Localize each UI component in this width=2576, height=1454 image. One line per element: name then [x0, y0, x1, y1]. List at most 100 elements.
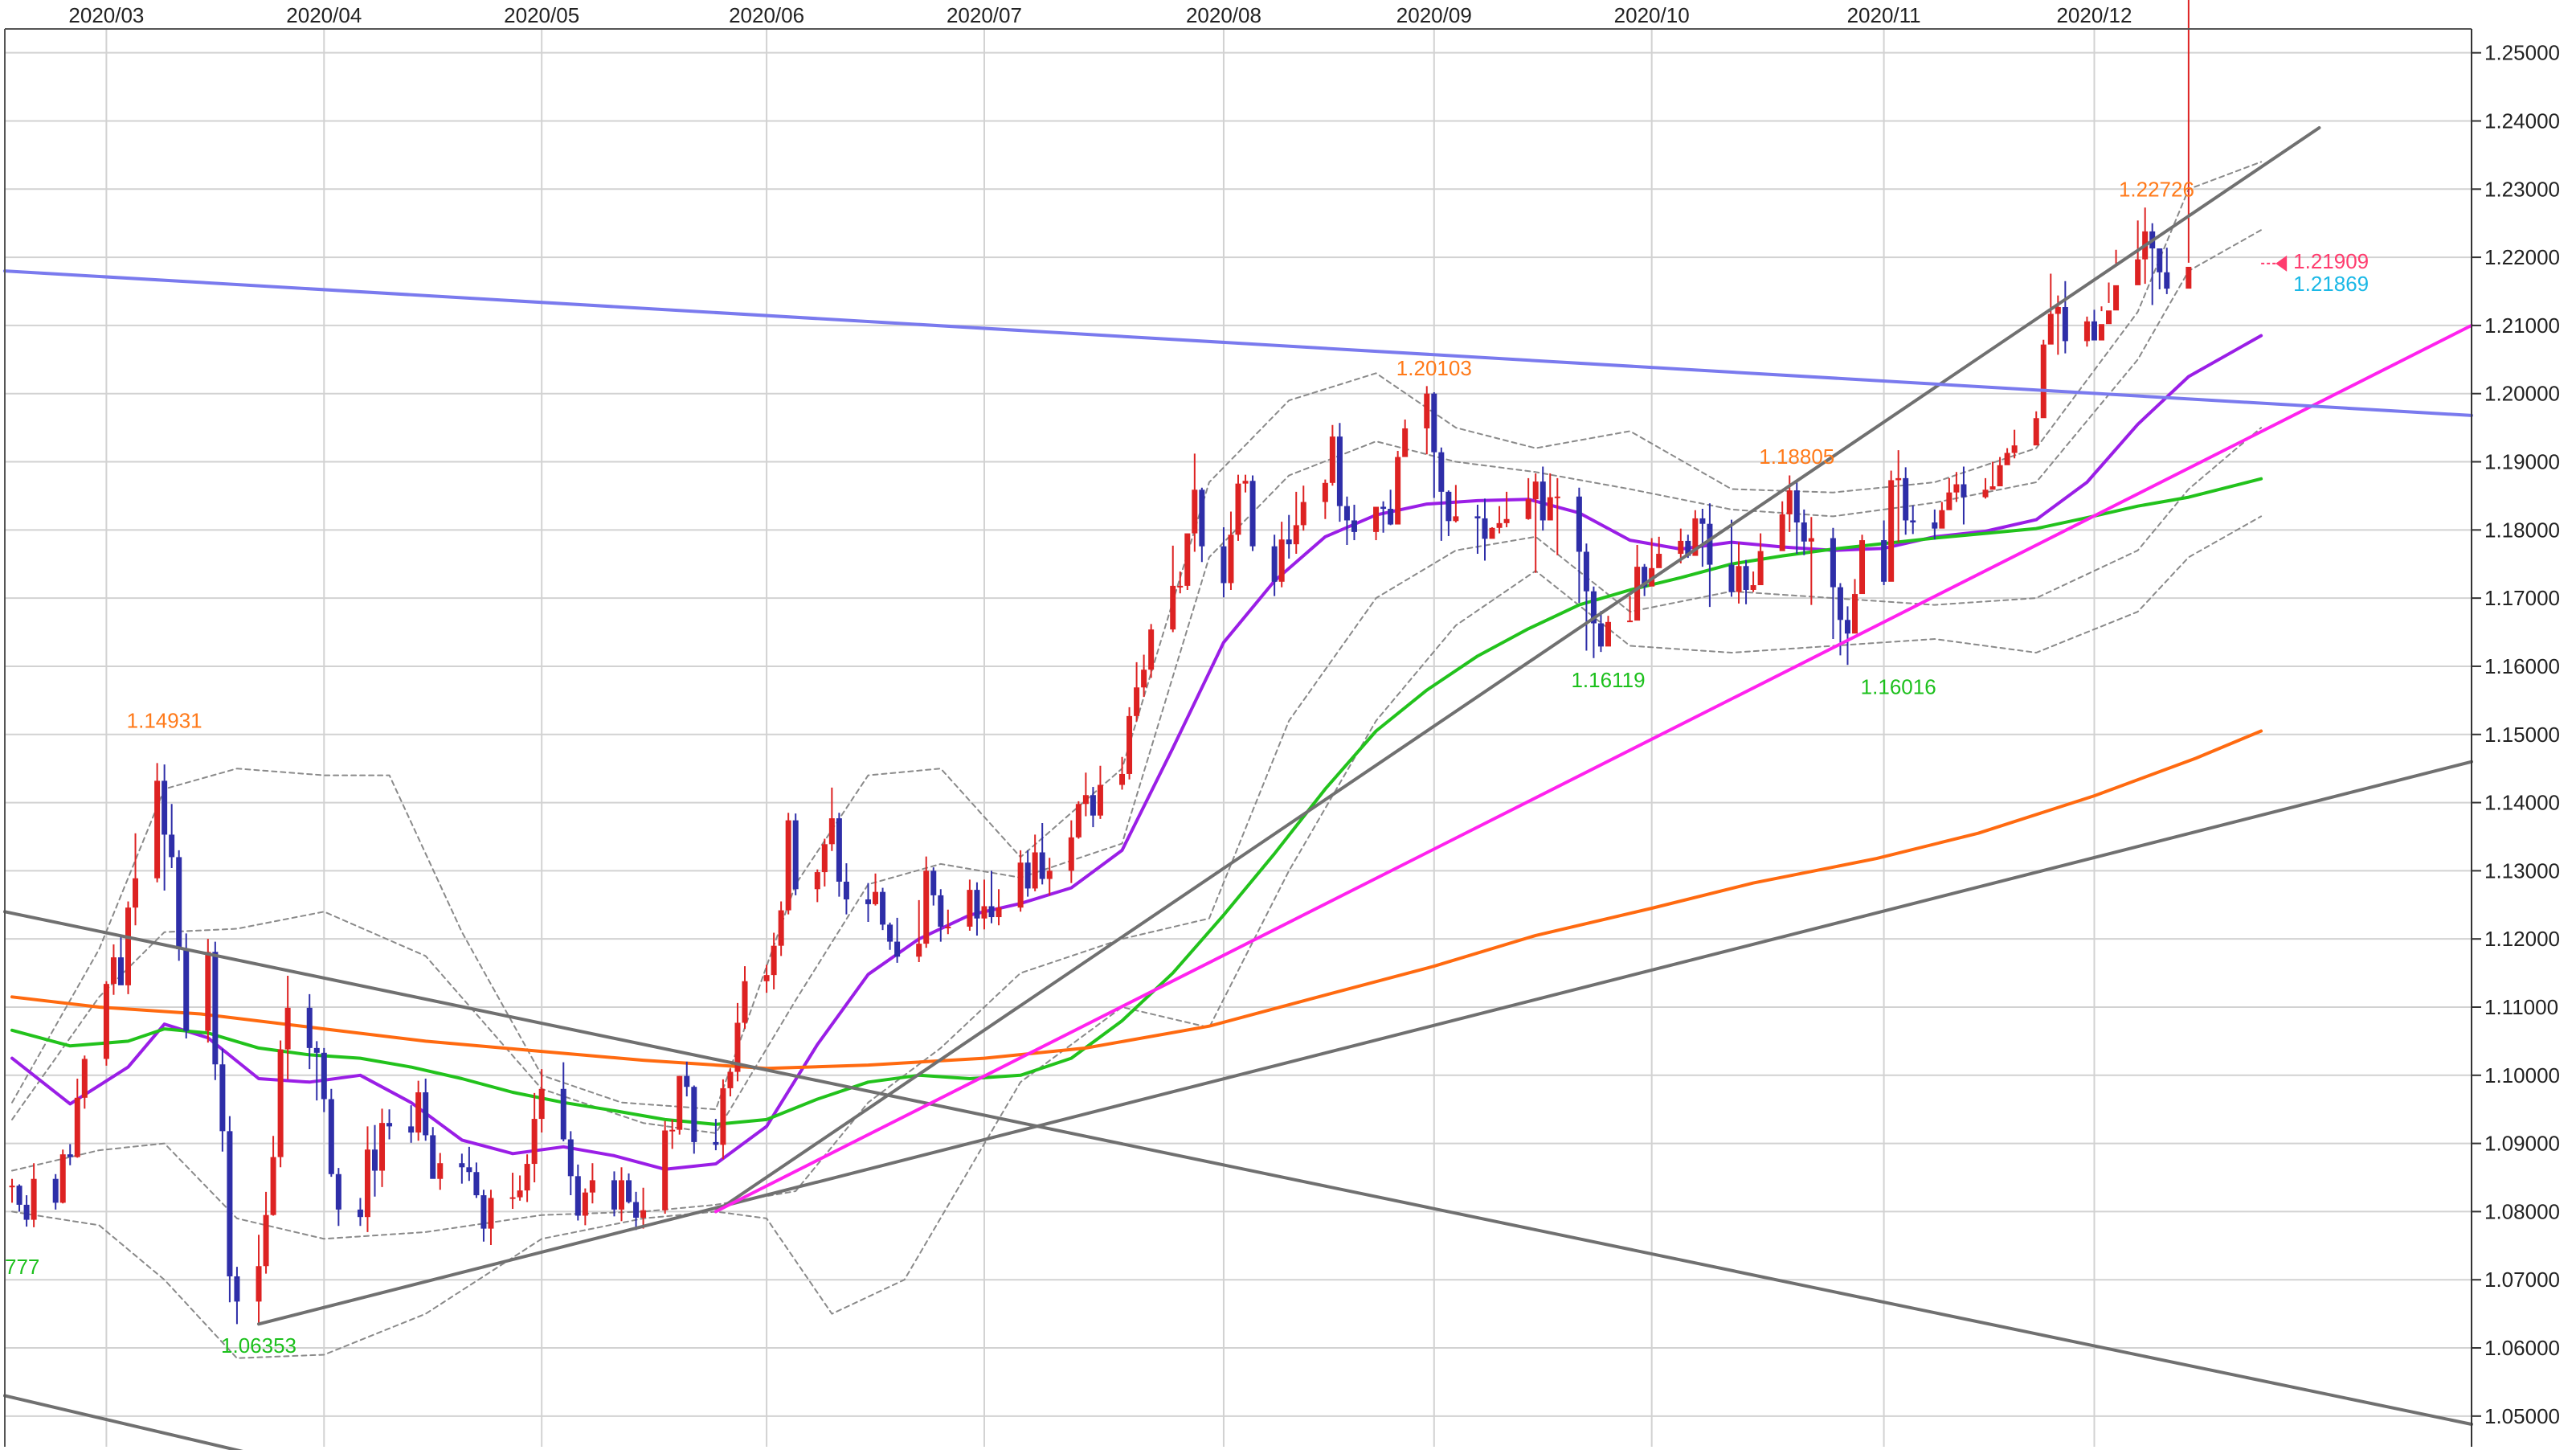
candle-up — [916, 944, 922, 957]
candle-down — [843, 881, 849, 899]
candle-up — [1082, 795, 1089, 805]
candle-up — [1496, 522, 1503, 528]
candle-up — [364, 1149, 370, 1218]
ma-long-line — [10, 729, 2263, 1071]
candle-up — [1757, 551, 1764, 586]
x-tick-label: 2020/09 — [1396, 3, 1472, 27]
candle-up — [2099, 324, 2104, 341]
last-price-marker — [2275, 255, 2288, 272]
candle-up — [1395, 457, 1401, 525]
candle-down — [1271, 546, 1278, 582]
price-annotations: 1.14931 1.06353 1.20103 1.16119 1.18805 1.160… — [5, 178, 2369, 1358]
candle-up — [1997, 465, 2003, 487]
candle-up — [2083, 321, 2090, 342]
candle-up — [1126, 715, 1133, 774]
candle-up — [1068, 837, 1074, 871]
candle-up — [263, 1214, 269, 1267]
candle-down — [567, 1139, 574, 1177]
candle-down — [930, 870, 937, 895]
candle-down — [1576, 496, 1582, 552]
y-tick-label: 1.14000 — [2484, 791, 2560, 815]
candle-up — [727, 1071, 734, 1088]
price-label: 1.18805 — [1759, 444, 1834, 469]
candle-down — [1024, 862, 1031, 889]
candle-down — [480, 1195, 487, 1229]
candle-up — [277, 1049, 284, 1157]
candle-down — [1336, 436, 1343, 506]
candle-down — [335, 1173, 341, 1210]
candle-down — [23, 1204, 30, 1220]
candle-up — [1888, 480, 1895, 582]
candle-down — [880, 891, 886, 925]
candle-down — [1482, 518, 1488, 539]
candle-down — [792, 820, 799, 890]
candle-down — [183, 948, 190, 1031]
y-tick-label: 1.19000 — [2484, 450, 2560, 474]
candle-up — [1736, 566, 1742, 592]
candle-down — [1830, 538, 1836, 588]
candle-down — [1039, 852, 1045, 879]
candle-down — [1090, 795, 1096, 816]
bollinger-lower-1-line — [11, 427, 2263, 1240]
candle-up — [945, 926, 951, 928]
bollinger-upper-2-line — [11, 161, 2263, 1111]
candle-down — [988, 906, 995, 918]
candle-up — [1953, 484, 1960, 493]
candle-up — [2047, 313, 2054, 345]
candle-down — [684, 1075, 690, 1087]
candle-up — [1605, 621, 1611, 647]
candle-down — [1343, 506, 1350, 521]
candle-down — [16, 1186, 22, 1205]
candle-up — [1678, 540, 1684, 555]
x-tick-label: 2020/11 — [1847, 3, 1921, 27]
candle-up — [2004, 453, 2010, 465]
candle-down — [836, 818, 842, 882]
candle-up — [9, 1186, 15, 1188]
candle-up — [1859, 540, 1866, 595]
y-tick-label: 1.16000 — [2484, 654, 2560, 678]
candle-down — [1707, 523, 1713, 565]
candle-down — [691, 1087, 697, 1142]
candle-down — [611, 1180, 617, 1210]
candle-up — [31, 1178, 37, 1220]
candle-up — [154, 780, 161, 879]
candle-down — [1597, 623, 1604, 647]
candle-up — [1989, 486, 1996, 490]
candle-up — [1808, 538, 1814, 542]
candle-down — [162, 780, 168, 835]
candle-down — [713, 1141, 719, 1145]
candle-up — [1097, 784, 1103, 816]
candle-down — [887, 924, 893, 942]
candle-up — [110, 957, 117, 985]
candle-up — [1656, 554, 1662, 568]
candle-up — [1547, 497, 1553, 521]
candle-up — [1148, 629, 1155, 670]
y-tick-label: 1.25000 — [2484, 41, 2560, 65]
price-label: 1.20103 — [1396, 356, 1472, 380]
candle-up — [1293, 525, 1299, 545]
candle-up — [1634, 567, 1641, 621]
candle-up — [517, 1190, 523, 1198]
candle-up — [1170, 585, 1176, 630]
y-tick-label: 1.05000 — [2484, 1404, 2560, 1428]
candle-up — [81, 1059, 88, 1098]
candle-up — [828, 818, 835, 845]
candle-down — [459, 1163, 465, 1168]
bollinger-upper-1-line — [11, 229, 2263, 1134]
candle-down — [1474, 516, 1481, 518]
candle-up — [967, 890, 973, 927]
candle-up — [1424, 393, 1430, 428]
candle-up — [1895, 477, 1902, 481]
candle-up — [1017, 862, 1024, 908]
price-label: 1.16016 — [1861, 675, 1936, 699]
candle-up — [1692, 518, 1699, 556]
candle-down — [176, 857, 182, 949]
candle-down — [1932, 522, 1938, 529]
candle-down — [306, 1007, 313, 1048]
candle-up — [284, 1007, 291, 1050]
candle-down — [386, 1123, 393, 1127]
candle-up — [59, 1154, 66, 1203]
y-tick-label: 1.24000 — [2484, 109, 2560, 133]
candle-up — [205, 952, 211, 1031]
y-tick-label: 1.07000 — [2484, 1268, 2560, 1292]
